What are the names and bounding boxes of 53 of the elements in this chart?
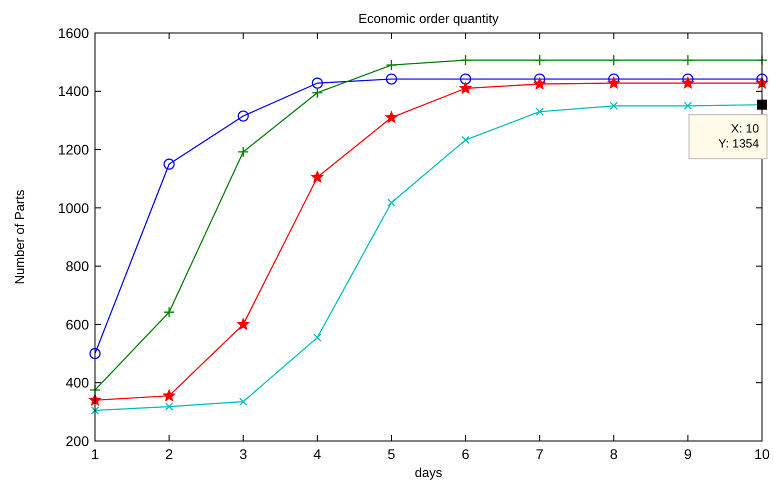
- point: [460, 73, 472, 85]
- point: [534, 54, 546, 66]
- y-tick-label: 400: [66, 374, 90, 391]
- point: [163, 389, 176, 402]
- point: [682, 76, 694, 88]
- chart-title: Economic order quantity: [358, 11, 500, 26]
- y-tick-label: 800: [66, 258, 90, 274]
- point: [312, 78, 323, 89]
- point: [534, 78, 546, 90]
- point: [461, 136, 470, 144]
- point: [385, 111, 398, 123]
- point: [165, 402, 174, 411]
- point: [610, 102, 618, 110]
- x-tick-label: 8: [610, 446, 618, 462]
- point: [163, 306, 175, 318]
- y-tick-label: 1200: [58, 141, 90, 158]
- point: [239, 398, 248, 406]
- x-tick-label: 7: [536, 446, 544, 462]
- point: [313, 333, 322, 342]
- point: [682, 54, 694, 66]
- x-tick-label: 2: [165, 446, 174, 462]
- x-tick-label: 4: [313, 446, 322, 462]
- x-axis-title: days: [414, 465, 443, 480]
- point: [164, 158, 175, 170]
- x-tick-label: 5: [388, 446, 396, 462]
- point: [311, 170, 324, 183]
- point: [608, 54, 620, 66]
- point: [459, 82, 472, 94]
- point: [386, 73, 398, 85]
- point: [89, 348, 101, 360]
- x-tick-label: 10: [754, 446, 770, 462]
- point: [460, 54, 472, 66]
- point: [238, 110, 249, 122]
- y-tick-label: 200: [66, 432, 90, 449]
- point: [238, 146, 249, 158]
- point: [386, 59, 398, 71]
- x-tick-label: 6: [462, 446, 470, 462]
- y-axis-title: Number of Parts: [12, 189, 27, 284]
- x-tick-label: 3: [239, 446, 248, 462]
- point: [684, 102, 692, 110]
- point: [387, 198, 396, 207]
- point: [237, 318, 250, 330]
- point: [312, 87, 323, 98]
- x-tick-label: 1: [91, 446, 100, 462]
- point: [90, 406, 100, 414]
- point: [608, 76, 620, 88]
- annotation: X: 10 Y: 1354: [718, 122, 760, 151]
- y-tick-label: 1000: [58, 200, 90, 216]
- x-tick-label: 9: [684, 446, 692, 462]
- point: [536, 108, 544, 116]
- y-tick-label: 600: [66, 316, 90, 332]
- y-tick-label: 1400: [58, 83, 90, 100]
- y-tick-label: 1600: [58, 24, 90, 41]
